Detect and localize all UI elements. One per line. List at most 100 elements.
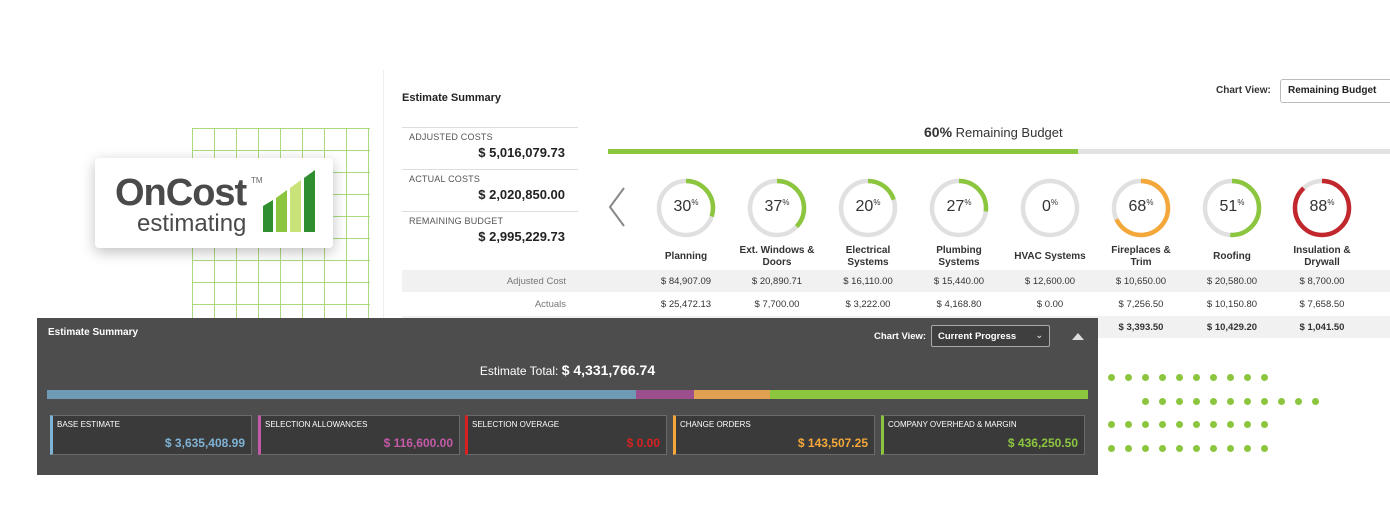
row-label: Adjusted Cost [506, 276, 566, 287]
category-gauge: 88% Insulation & Drywall [1282, 176, 1362, 269]
table-cell: $ 10,429.20 [1206, 322, 1258, 333]
cost-value: $ 2,995,229.73 [478, 229, 565, 244]
summary-card[interactable]: BASE ESTIMATE $ 3,635,408.99 [50, 415, 252, 455]
table-cell: $ 20,580.00 [1206, 276, 1258, 287]
progress-ring-icon [1292, 178, 1352, 238]
card-label: SELECTION OVERAGE [472, 420, 560, 429]
actual-costs-block: ACTUAL COSTS $ 2,020,850.00 [402, 169, 578, 206]
table-cell: $ 10,150.80 [1206, 299, 1258, 310]
table-cell: $ 3,393.50 [1118, 322, 1164, 333]
logo-bars-icon [263, 170, 315, 232]
progress-ring-icon [929, 178, 989, 238]
estimate-total-value: $ 4,331,766.74 [561, 362, 656, 378]
category-name: Fireplaces & Trim [1111, 245, 1171, 268]
category-name: Ext. Windows & Doors [739, 245, 815, 268]
progress-ring-icon [1111, 178, 1171, 238]
decorative-dots [1108, 445, 1268, 453]
progress-segment-bar [47, 390, 1088, 399]
card-value: $ 436,250.50 [1007, 436, 1078, 450]
category-gauge: 37% Ext. Windows & Doors [737, 176, 817, 269]
progress-ring-icon [1020, 178, 1080, 238]
card-label: BASE ESTIMATE [57, 420, 120, 429]
remaining-budget-fill [608, 149, 1078, 154]
table-cell: $ 7,700.00 [754, 299, 800, 310]
card-value: $ 0.00 [626, 436, 660, 450]
table-cell: $ 10,650.00 [1115, 276, 1167, 287]
summary-card[interactable]: SELECTION ALLOWANCES $ 116,600.00 [258, 415, 460, 455]
card-value: $ 116,600.00 [383, 436, 453, 450]
estimate-summary-panel: Estimate Summary Chart View: Remaining B… [383, 70, 1390, 357]
chart-view-label: Chart View: [874, 331, 927, 342]
table-row: Adjusted Cost $ 84,907.09 $ 20,890.71 $ 16,… [402, 270, 1390, 292]
summary-card[interactable]: COMPANY OVERHEAD & MARGIN $ 436,250.50 [881, 415, 1085, 455]
table-cell: $ 15,440.00 [933, 276, 985, 287]
logo-wordmark: OnCost [115, 172, 247, 214]
card-value: $ 3,635,408.99 [164, 436, 245, 450]
logo-subtitle: estimating [137, 210, 247, 237]
summary-card[interactable]: CHANGE ORDERS $ 143,507.25 [673, 415, 875, 455]
progress-ring-icon [1202, 178, 1262, 238]
card-label: CHANGE ORDERS [680, 420, 751, 429]
table-cell: $ 1,041.50 [1299, 322, 1345, 333]
chart-view-select[interactable]: Current Progress ⌄ [931, 325, 1050, 347]
chart-view-value: Current Progress [938, 331, 1017, 342]
table-cell: $ 0.00 [1036, 299, 1064, 310]
cost-label: ADJUSTED COSTS [409, 132, 493, 142]
progress-ring-icon [838, 178, 898, 238]
category-gauge: 68% Fireplaces & Trim [1101, 176, 1181, 269]
current-progress-panel: Estimate Summary Chart View: Current Pro… [37, 318, 1098, 475]
progress-ring-icon [747, 178, 807, 238]
panel-title: Estimate Summary [402, 92, 502, 104]
gauge-percent: 88% [1309, 198, 1335, 215]
category-gauge: 27% Plumbing Systems [919, 176, 999, 269]
decorative-dots [1108, 421, 1268, 429]
gauge-percent: 37% [764, 198, 790, 215]
progress-segment [770, 390, 1088, 399]
table-cell: $ 7,658.50 [1299, 299, 1345, 310]
gauge-percent: 0% [1041, 198, 1059, 215]
table-cell: $ 4,168.80 [936, 299, 982, 310]
decorative-dots [1108, 374, 1268, 382]
category-name: Planning [664, 251, 708, 262]
chart-view-select[interactable]: Remaining Budget [1280, 79, 1390, 103]
cost-label: ACTUAL COSTS [409, 174, 481, 184]
cost-value: $ 5,016,079.73 [478, 145, 565, 160]
gauge-percent: 68% [1128, 198, 1154, 215]
estimate-total: Estimate Total: $ 4,331,766.74 [37, 362, 1098, 378]
row-label: Actuals [534, 299, 566, 310]
panel-title: Estimate Summary [48, 327, 139, 338]
remaining-pct: 60% [924, 124, 953, 140]
category-name: Roofing [1213, 251, 1251, 262]
progress-ring-icon [656, 178, 716, 238]
category-gauge: 20% Electrical Systems [828, 176, 908, 269]
category-gauge: 51% Roofing [1192, 176, 1272, 269]
summary-card[interactable]: SELECTION OVERAGE $ 0.00 [465, 415, 667, 455]
progress-segment [694, 390, 771, 399]
remaining-label: Remaining Budget [955, 125, 1063, 140]
card-label: COMPANY OVERHEAD & MARGIN [888, 420, 1017, 429]
table-cell: $ 25,472.13 [660, 299, 712, 310]
chart-view-label: Chart View: [1216, 85, 1271, 96]
table-cell: $ 20,890.71 [751, 276, 803, 287]
remaining-budget-heading: 60% Remaining Budget [924, 124, 1063, 140]
table-row: Actuals $ 25,472.13 $ 7,700.00 $ 3,222.00 $ … [402, 293, 1390, 315]
table-cell: $ 8,700.00 [1299, 276, 1345, 287]
remaining-budget-block: REMAINING BUDGET $ 2,995,229.73 [402, 211, 578, 248]
collapse-triangle-icon[interactable] [1072, 333, 1084, 340]
chevron-down-icon: ⌄ [1035, 330, 1043, 340]
table-cell: $ 84,907.09 [660, 276, 712, 287]
progress-segment [47, 390, 637, 399]
gauge-percent: 27% [946, 198, 972, 215]
oncost-logo: OnCost TM estimating [95, 158, 333, 248]
category-gauge: 0% HVAC Systems [1010, 176, 1090, 269]
category-name: Plumbing Systems [936, 245, 982, 268]
estimate-total-label: Estimate Total: [479, 364, 559, 378]
gauge-percent: 30% [673, 198, 699, 215]
table-cell: $ 7,256.50 [1118, 299, 1164, 310]
adjusted-costs-block: ADJUSTED COSTS $ 5,016,079.73 [402, 127, 578, 164]
table-cell: $ 12,600.00 [1024, 276, 1076, 287]
card-label: SELECTION ALLOWANCES [265, 420, 368, 429]
table-cell: $ 3,222.00 [845, 299, 891, 310]
category-name: Insulation & Drywall [1293, 245, 1351, 268]
chevron-left-icon[interactable] [604, 182, 634, 232]
